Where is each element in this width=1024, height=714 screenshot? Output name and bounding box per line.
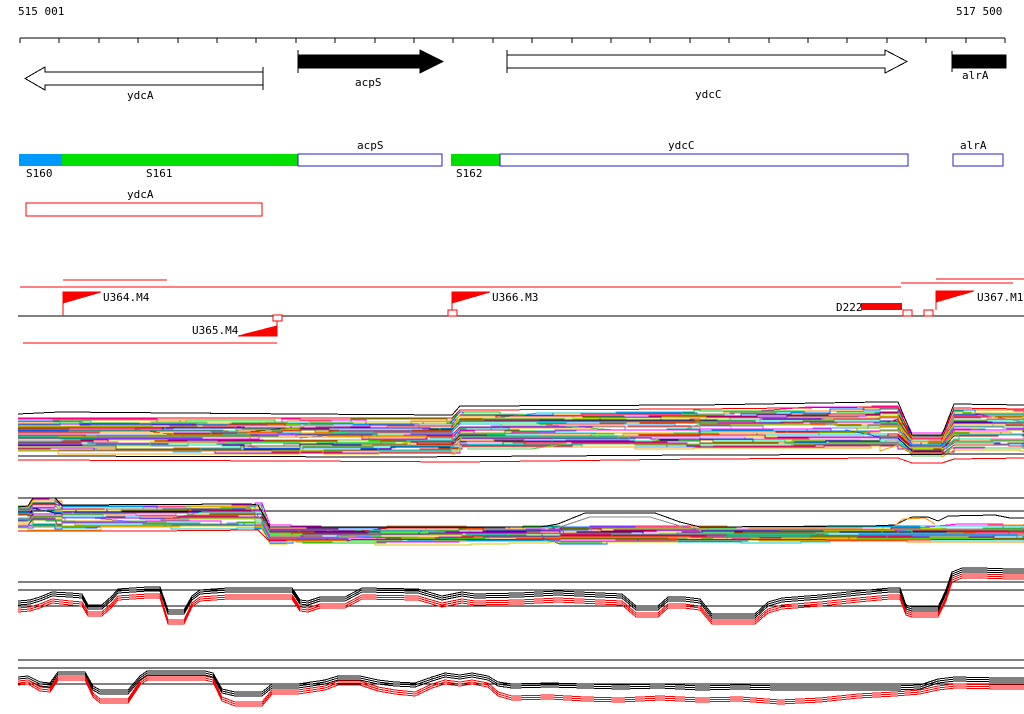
ruler-end-label: 517 500	[956, 5, 1003, 18]
ruler-start-label: 515 001	[18, 5, 65, 18]
envelope-line	[17, 457, 1024, 464]
gene-arrow-alrA[interactable]	[951, 54, 1007, 69]
signal-line	[17, 674, 1024, 697]
envelope-line	[18, 529, 1024, 541]
segment-label-S160: S160	[26, 167, 53, 180]
signal-line	[18, 437, 1024, 452]
gene-label-alrA: alrA	[962, 69, 989, 82]
marker-U366.M3-flag[interactable]	[451, 291, 491, 304]
marker-label-D222: D222	[836, 301, 863, 314]
gene-label-ydcC: ydcC	[695, 88, 722, 101]
segment-alrA[interactable]	[952, 153, 1004, 167]
marker-D222-anchor[interactable]	[902, 309, 913, 317]
signal-line	[17, 569, 1024, 617]
gene-arrow-acpS[interactable]	[297, 49, 445, 74]
envelope-line	[17, 507, 1024, 531]
gene-arrow-ydcA[interactable]	[23, 66, 264, 91]
signal-line	[17, 567, 1024, 615]
signal-line	[17, 675, 1024, 703]
marker-U367.M19-flag[interactable]	[935, 290, 975, 303]
segment-S161[interactable]	[62, 154, 298, 166]
signal-line	[17, 672, 1024, 695]
segment-label-alrA: alrA	[960, 139, 987, 152]
segment-ydcC[interactable]	[499, 153, 909, 167]
marker-U364.M4-flag[interactable]	[62, 291, 102, 304]
envelope-line	[18, 406, 1024, 440]
segment-label-ydcC: ydcC	[668, 139, 695, 152]
segment-acpS[interactable]	[297, 153, 443, 167]
signal-line	[17, 575, 1024, 623]
gene-box-label-ydcA: ydcA	[127, 188, 154, 201]
segment-S162[interactable]	[451, 154, 500, 166]
signal-line	[18, 443, 1024, 457]
signal-line	[17, 679, 1024, 707]
marker-U367.M19-anchor[interactable]	[923, 309, 934, 317]
segment-S160[interactable]	[19, 154, 62, 166]
signal-line	[17, 677, 1024, 705]
gene-label-acpS: acpS	[355, 76, 382, 89]
marker-label-U367.M19: U367.M19	[977, 291, 1024, 304]
envelope-line	[17, 453, 1024, 458]
signal-line	[18, 444, 1024, 458]
gene-arrow-ydcC[interactable]	[506, 49, 909, 74]
marker-U366.M3-anchor[interactable]	[447, 309, 458, 317]
envelope-line	[892, 517, 936, 528]
marker-U365.M4-flag[interactable]	[237, 325, 278, 337]
signal-line	[17, 573, 1024, 621]
signal-line	[18, 430, 1024, 448]
gene-label-ydcA: ydcA	[127, 89, 154, 102]
signal-line	[18, 522, 1024, 544]
marker-label-U364.M4: U364.M4	[103, 291, 150, 304]
marker-U365.M4-anchor[interactable]	[272, 314, 283, 322]
segment-label-acpS: acpS	[357, 139, 384, 152]
gene-box-ydcA[interactable]	[25, 202, 263, 217]
marker-label-U365.M4: U365.M4	[192, 324, 239, 337]
segment-label-S162: S162	[456, 167, 483, 180]
signal-line	[17, 670, 1024, 693]
segment-label-S161: S161	[146, 167, 173, 180]
marker-D222-bar[interactable]	[861, 303, 902, 310]
signal-line	[18, 411, 1024, 440]
signal-line	[17, 577, 1024, 625]
envelope-line	[17, 497, 1024, 528]
marker-label-U366.M3: U366.M3	[492, 291, 539, 304]
signal-line	[17, 571, 1024, 619]
envelope-line	[17, 401, 1024, 436]
